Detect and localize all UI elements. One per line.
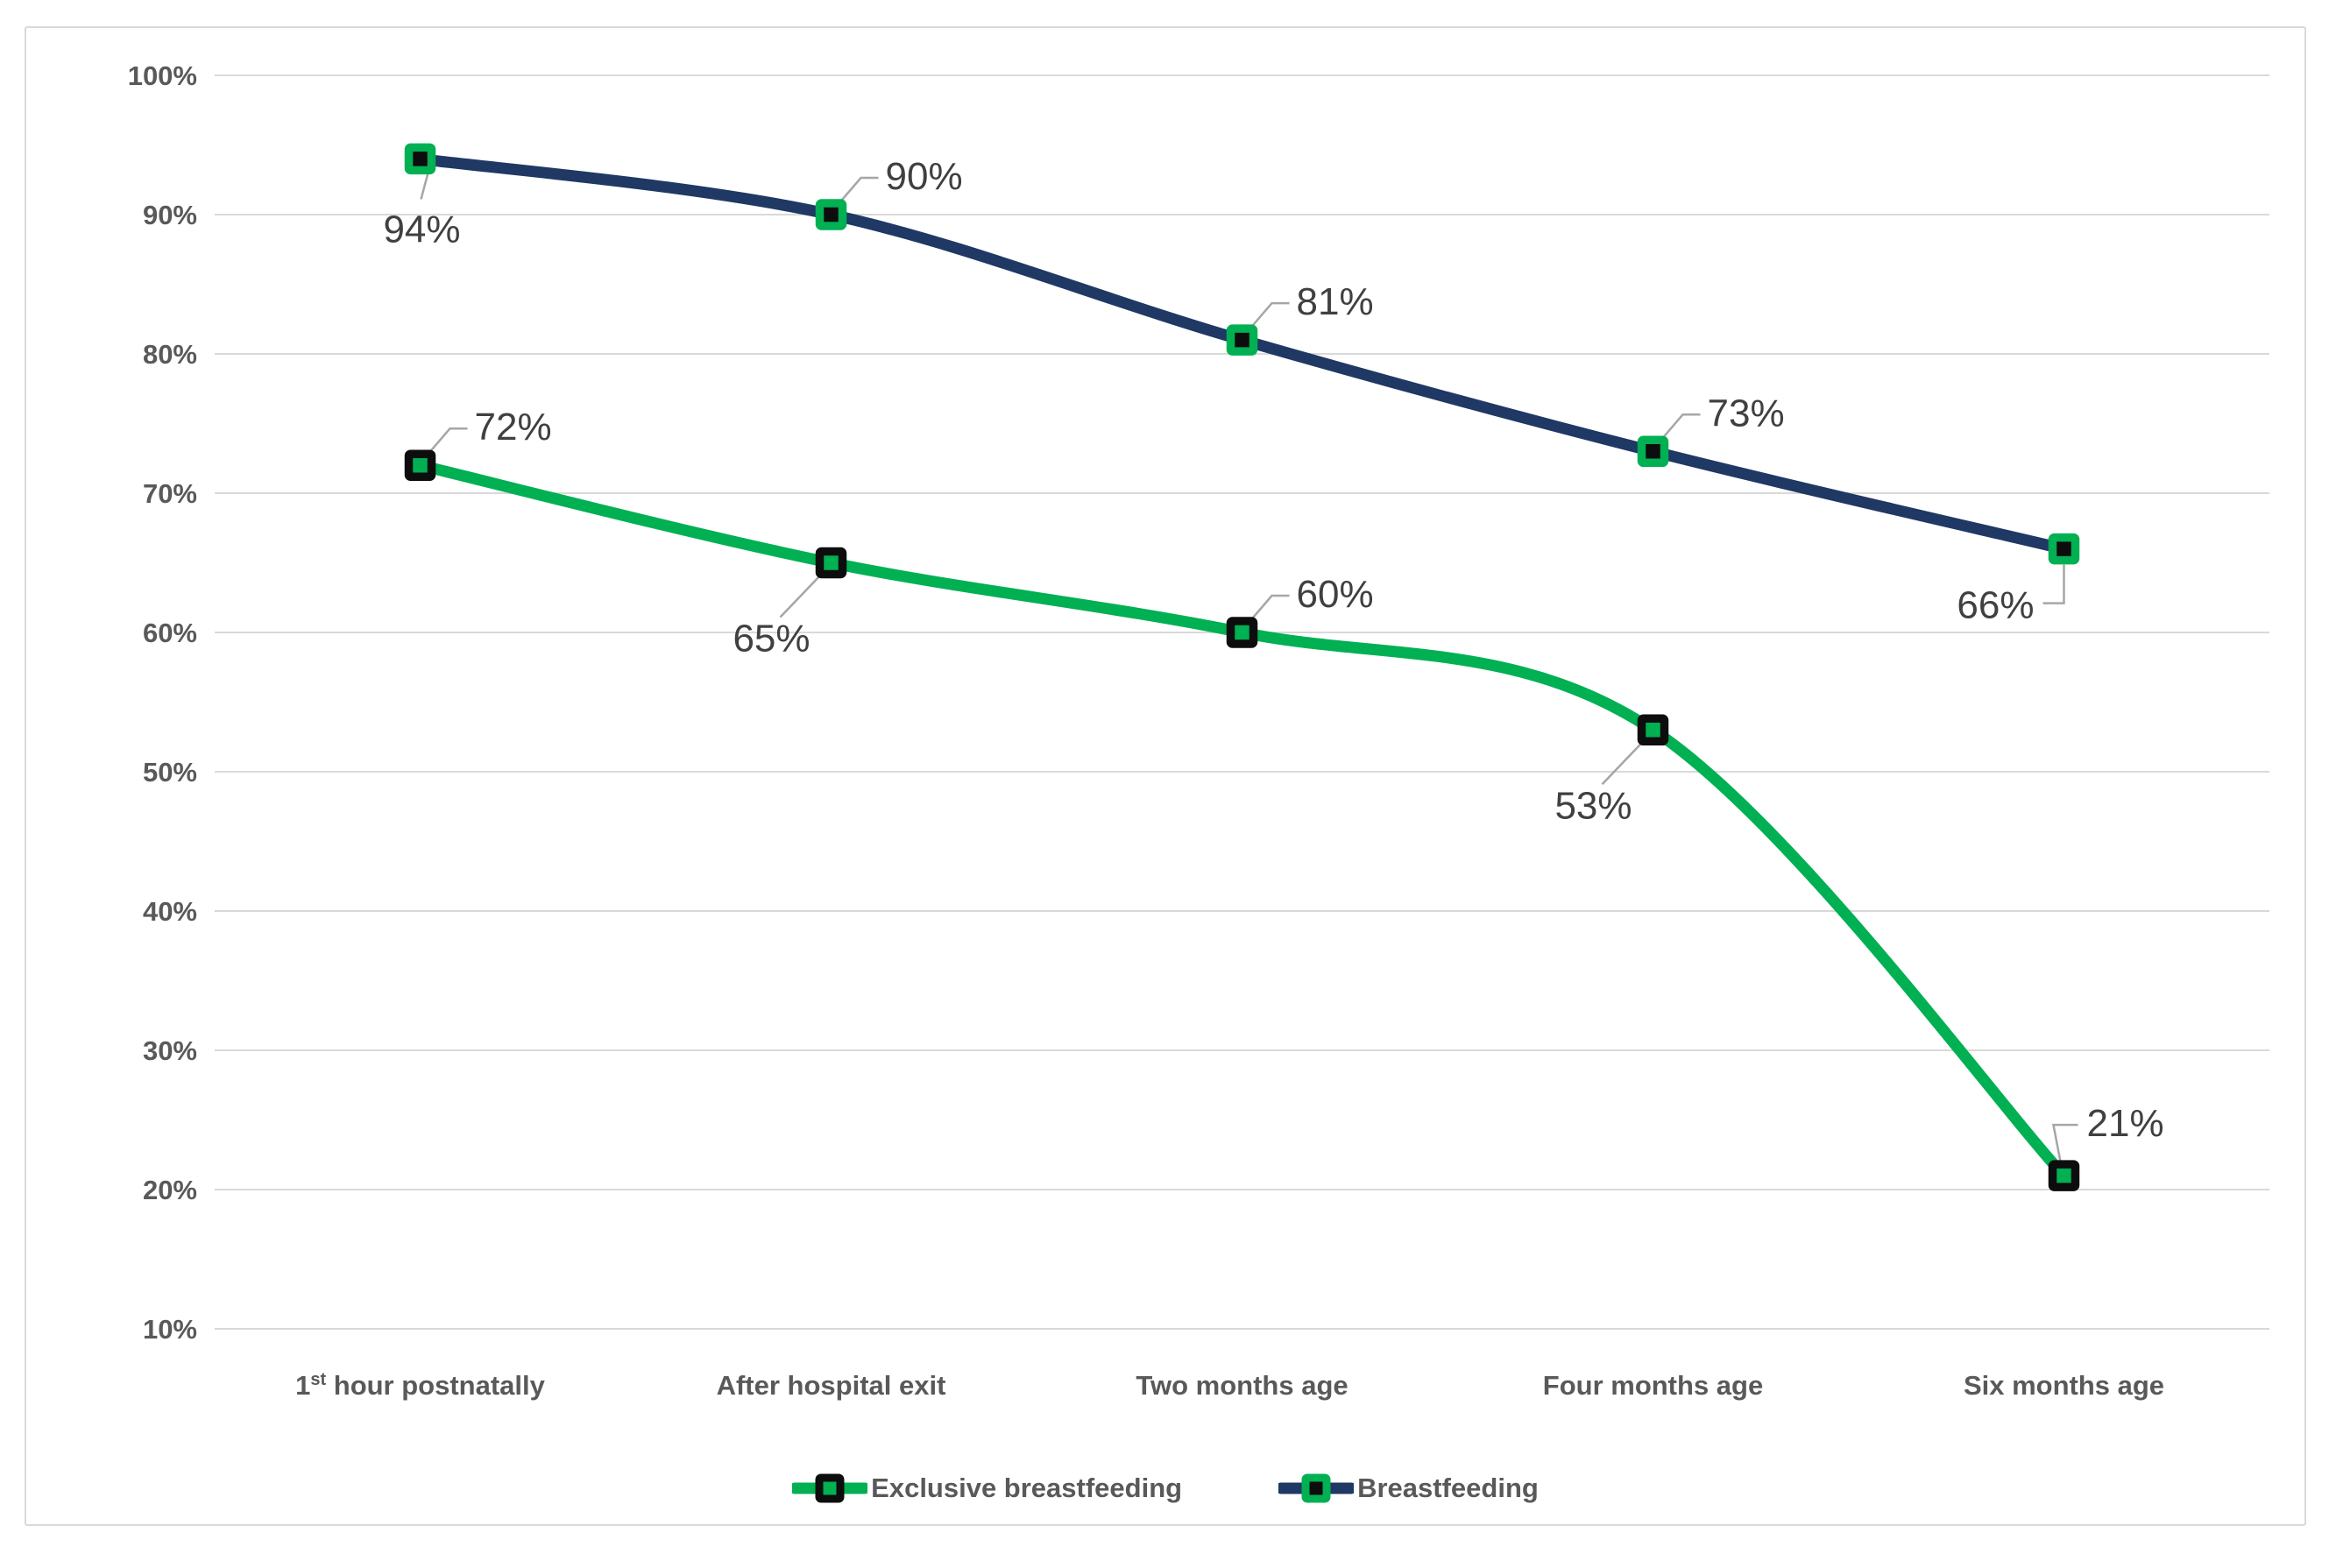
data-label-leader-line <box>1660 413 1701 441</box>
data-point-marker-exclusive-breastfeeding <box>1637 714 1669 746</box>
y-axis-tick-label: 30% <box>143 1035 197 1066</box>
data-point-marker-exclusive-breastfeeding <box>2048 1160 2080 1191</box>
legend-item-label: Exclusive breastfeeding <box>871 1473 1183 1503</box>
data-point-marker-breastfeeding <box>2048 533 2080 565</box>
legend-swatch-breastfeeding <box>1278 1473 1355 1503</box>
data-label-breastfeeding: 90% <box>886 155 963 198</box>
data-point-marker-exclusive-breastfeeding <box>815 547 847 579</box>
y-axis-tick-label: 40% <box>143 896 197 927</box>
data-label-leader-line <box>2042 564 2065 604</box>
data-label-leader-line <box>2051 1123 2078 1162</box>
series-line-exclusive-breastfeeding <box>414 459 2070 1182</box>
chart-legend: Exclusive breastfeeding Breastfeeding <box>26 1470 2304 1507</box>
y-axis-tick-label: 50% <box>143 757 197 788</box>
data-label-breastfeeding: 66% <box>1957 584 2034 627</box>
data-point-marker-exclusive-breastfeeding <box>1226 617 1258 648</box>
data-label-leader-line <box>779 574 822 618</box>
data-point-marker-breastfeeding <box>404 143 436 175</box>
data-point-marker-exclusive-breastfeeding <box>404 449 436 481</box>
data-label-breastfeeding: 94% <box>383 208 460 251</box>
data-label-exclusive-breastfeeding: 53% <box>1554 784 1632 827</box>
data-point-marker-breastfeeding <box>1637 435 1669 468</box>
data-label-leader-line <box>1249 594 1290 621</box>
data-label-leader-line <box>428 427 468 455</box>
data-label-leader-line <box>1601 741 1644 786</box>
data-label-exclusive-breastfeeding: 21% <box>2087 1102 2164 1145</box>
y-axis-tick-label: 70% <box>143 478 197 509</box>
data-label-exclusive-breastfeeding: 65% <box>733 618 810 660</box>
legend-item-exclusive-breastfeeding: Exclusive breastfeeding <box>792 1470 1182 1507</box>
data-label-exclusive-breastfeeding: 60% <box>1297 573 1374 616</box>
y-axis-tick-label: 100% <box>128 60 197 91</box>
x-axis-category-label: Two months age <box>1136 1370 1348 1401</box>
data-label-leader-line <box>839 176 879 203</box>
data-label-exclusive-breastfeeding: 72% <box>475 406 552 449</box>
x-axis-category-label: After hospital exit <box>717 1370 946 1401</box>
x-axis-category-label: 1st hour postnatally <box>295 1370 546 1401</box>
legend-item-breastfeeding: Breastfeeding <box>1278 1470 1539 1507</box>
data-label-leader-line <box>1249 301 1290 328</box>
y-axis-tick-label: 10% <box>143 1314 197 1345</box>
y-axis-tick-label: 20% <box>143 1175 197 1205</box>
data-label-leader-line <box>420 173 429 200</box>
legend-swatch-exclusive-breastfeeding <box>792 1473 868 1503</box>
data-label-breastfeeding: 73% <box>1708 392 1785 434</box>
chart-frame: 100% 90% 80% 70% 60% 50% 40% 30% 20% 10% 1st hour … <box>25 26 2306 1526</box>
x-axis-category-label: Six months age <box>1964 1370 2164 1401</box>
y-axis-tick-label: 60% <box>143 618 197 648</box>
x-axis-category-label: Four months age <box>1543 1370 1763 1401</box>
y-axis-tick-label: 90% <box>143 200 197 230</box>
data-point-marker-breastfeeding <box>1226 324 1258 356</box>
data-point-marker-breastfeeding <box>815 199 847 230</box>
data-label-breastfeeding: 81% <box>1297 280 1374 323</box>
legend-item-label: Breastfeeding <box>1357 1473 1539 1503</box>
y-axis-tick-label: 80% <box>143 339 197 370</box>
